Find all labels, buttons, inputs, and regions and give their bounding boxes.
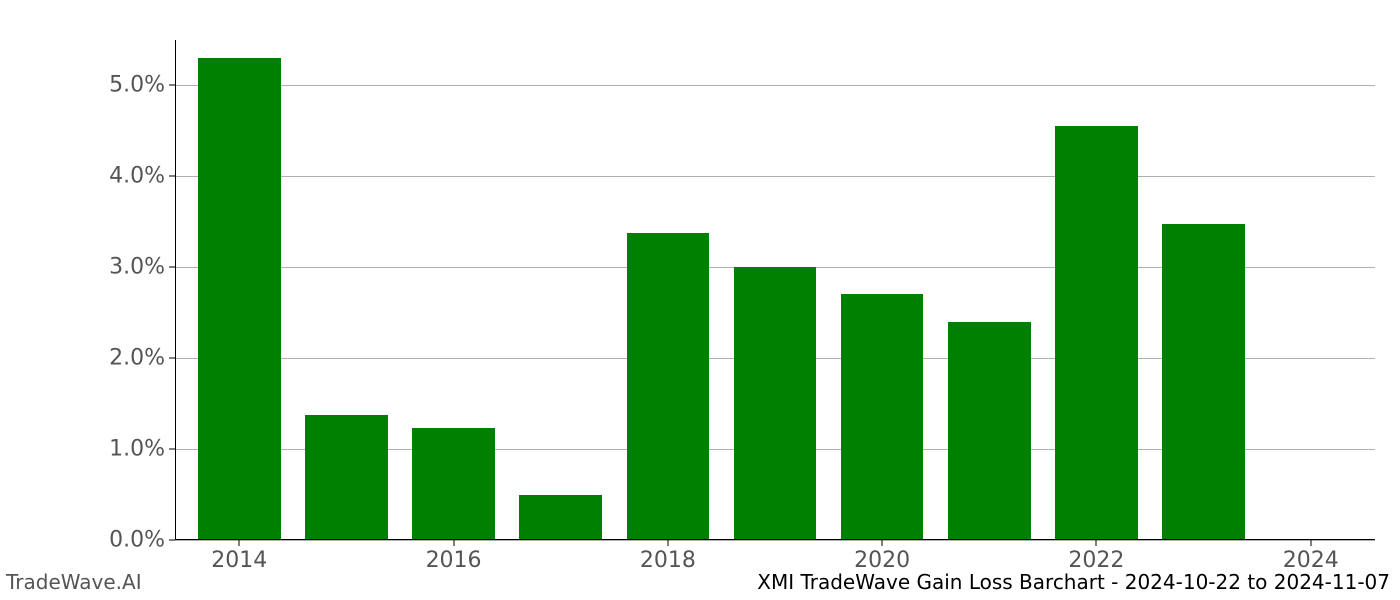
bar <box>412 428 495 540</box>
xtick-label: 2020 <box>854 540 910 573</box>
xtick-label: 2024 <box>1283 540 1339 573</box>
bar <box>305 415 388 540</box>
ytick-label: 1.0% <box>109 437 175 462</box>
xtick-label: 2022 <box>1068 540 1124 573</box>
bar <box>627 233 710 540</box>
ytick-label: 0.0% <box>109 528 175 553</box>
bar <box>841 294 924 540</box>
xtick-label: 2014 <box>211 540 267 573</box>
ytick-label: 4.0% <box>109 164 175 189</box>
ytick-label: 3.0% <box>109 255 175 280</box>
footer-caption: XMI TradeWave Gain Loss Barchart - 2024-… <box>757 570 1390 594</box>
gridline <box>175 540 1375 541</box>
bar <box>519 495 602 540</box>
footer-brand: TradeWave.AI <box>6 570 142 594</box>
bar <box>948 322 1031 540</box>
gridline <box>175 176 1375 177</box>
bar <box>1162 224 1245 540</box>
chart-stage: 0.0% 1.0% 2.0% 3.0% 4.0% 5.0% 2014 2016 2018 2020… <box>0 0 1400 600</box>
xtick-label: 2016 <box>426 540 482 573</box>
y-axis-line <box>175 40 176 540</box>
ytick-label: 5.0% <box>109 73 175 98</box>
bar <box>198 58 281 540</box>
ytick-label: 2.0% <box>109 346 175 371</box>
plot-area: 0.0%1.0%2.0%3.0%4.0%5.0%2014201620182020… <box>175 40 1375 540</box>
x-axis-line <box>175 539 1375 540</box>
bar <box>1055 126 1138 540</box>
gridline <box>175 85 1375 86</box>
bar <box>734 267 817 540</box>
xtick-label: 2018 <box>640 540 696 573</box>
